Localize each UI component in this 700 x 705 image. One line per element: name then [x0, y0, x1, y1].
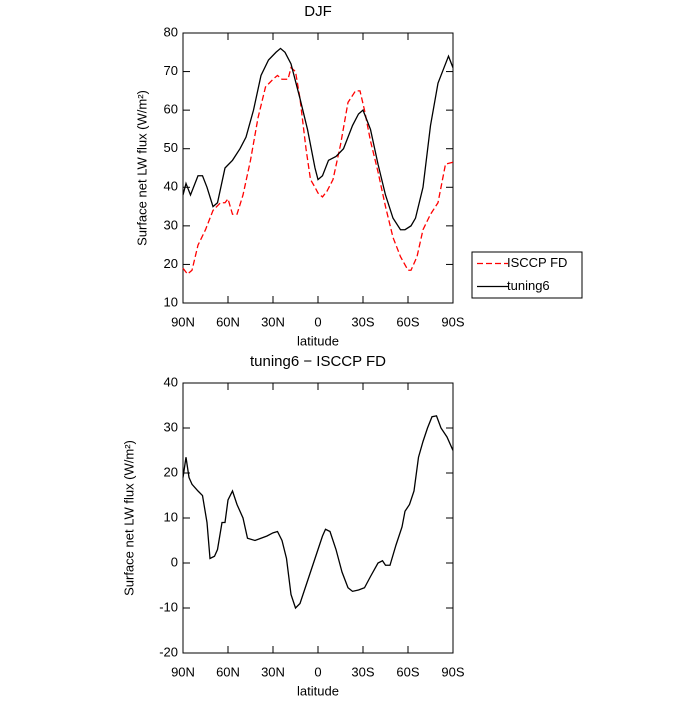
- y-tick-label: 40: [164, 179, 178, 194]
- x-tick-label: 90S: [441, 314, 464, 329]
- y-tick-label: 50: [164, 140, 178, 155]
- x-tick-label: 90N: [171, 664, 195, 679]
- y-tick-label: -20: [159, 644, 178, 659]
- x-tick-label: 60N: [216, 664, 240, 679]
- x-tick-label: 30S: [351, 664, 374, 679]
- x-tick-label: 30N: [261, 314, 285, 329]
- y-axis-label: Surface net LW flux (W/m²): [121, 440, 136, 596]
- y-tick-label: 20: [164, 464, 178, 479]
- x-tick-label: 0: [314, 314, 321, 329]
- y-tick-label: -10: [159, 599, 178, 614]
- difference-line: [182, 415, 454, 610]
- series-line: [182, 47, 454, 231]
- y-tick-label: 0: [171, 554, 178, 569]
- x-tick-label: 0: [314, 664, 321, 679]
- x-tick-label: 60N: [216, 314, 240, 329]
- y-tick-label: 30: [164, 419, 178, 434]
- x-tick-label: 90S: [441, 664, 464, 679]
- y-tick-label: 60: [164, 102, 178, 117]
- x-axis-label: latitude: [297, 333, 339, 348]
- legend-box: [471, 251, 583, 299]
- plot-frame: [182, 382, 454, 654]
- plot-frame: [182, 32, 454, 304]
- y-tick-label: 70: [164, 63, 178, 78]
- x-axis-label: latitude: [297, 683, 339, 698]
- y-tick-label: 40: [164, 374, 178, 389]
- series-line: [182, 66, 454, 276]
- chart-title: tuning6 − ISCCP FD: [250, 353, 386, 370]
- chart-title: DJF: [304, 3, 332, 20]
- x-tick-label: 60S: [396, 664, 419, 679]
- y-tick-label: 10: [164, 509, 178, 524]
- y-axis-label: Surface net LW flux (W/m²): [134, 90, 149, 246]
- y-tick-label: 10: [164, 294, 178, 309]
- legend-label: ISCCP FD: [507, 255, 567, 270]
- y-tick-label: 30: [164, 217, 178, 232]
- x-tick-label: 30S: [351, 314, 374, 329]
- x-tick-label: 30N: [261, 664, 285, 679]
- y-tick-label: 20: [164, 256, 178, 271]
- y-tick-label: 80: [164, 24, 178, 39]
- x-tick-label: 90N: [171, 314, 195, 329]
- x-tick-label: 60S: [396, 314, 419, 329]
- legend-label: tuning6: [507, 278, 550, 293]
